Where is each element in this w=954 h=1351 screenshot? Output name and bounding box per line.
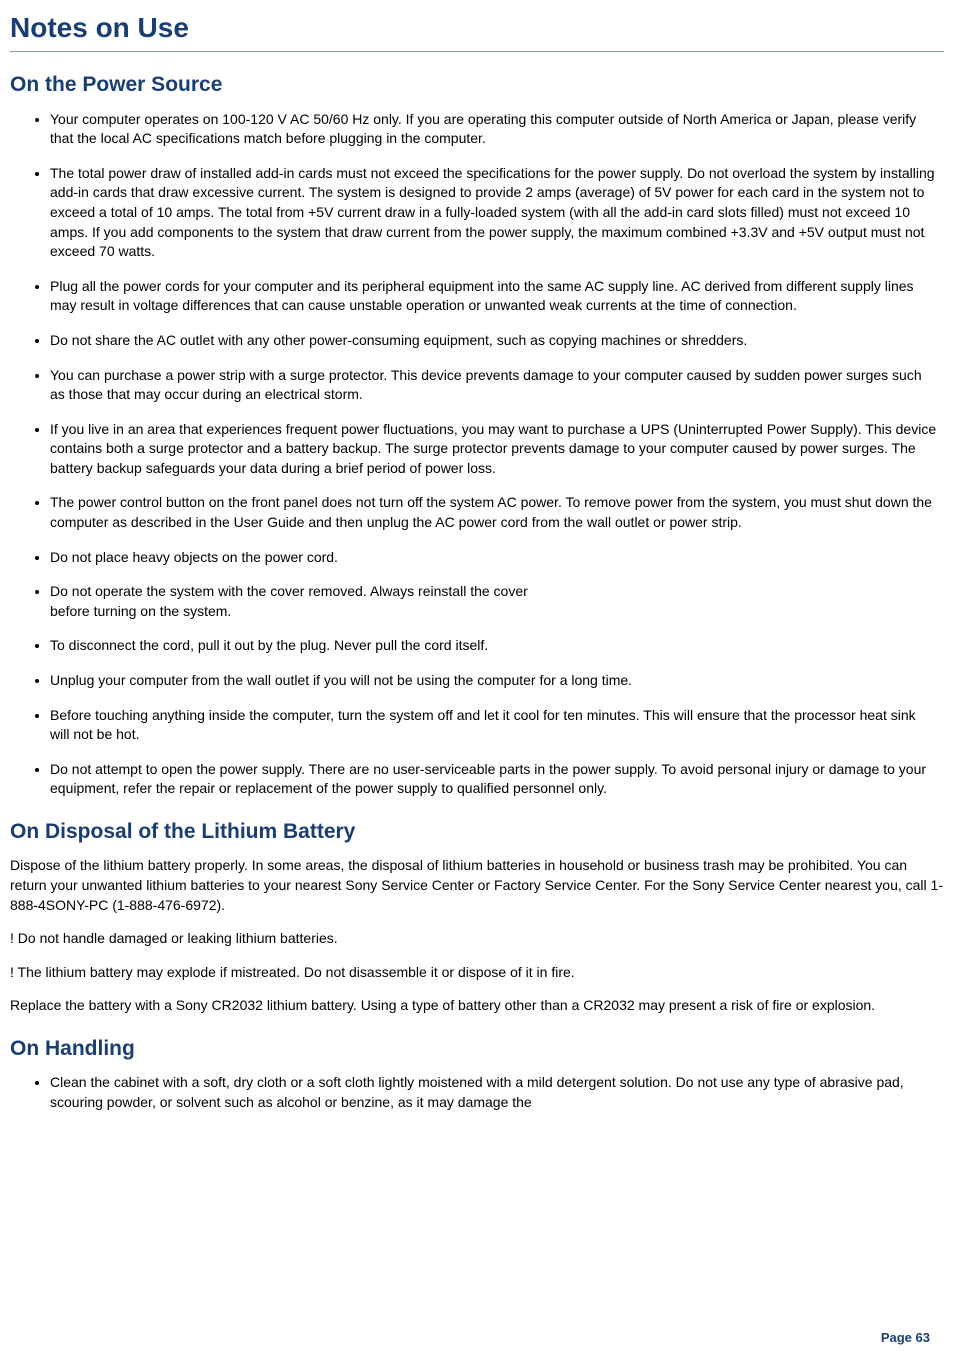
list-item: Do not share the AC outlet with any othe… [50, 331, 944, 351]
list-item: Unplug your computer from the wall outle… [50, 671, 944, 691]
paragraph: ! The lithium battery may explode if mis… [10, 963, 630, 983]
list-item: If you live in an area that experiences … [50, 420, 944, 479]
section-heading-lithium: On Disposal of the Lithium Battery [10, 817, 944, 846]
paragraph: ! Do not handle damaged or leaking lithi… [10, 929, 944, 949]
page-title: Notes on Use [10, 8, 944, 47]
list-item: Clean the cabinet with a soft, dry cloth… [50, 1073, 944, 1112]
list-item: To disconnect the cord, pull it out by t… [50, 636, 576, 656]
paragraph: Dispose of the lithium battery properly.… [10, 856, 944, 915]
list-item: Do not attempt to open the power supply.… [50, 760, 944, 799]
list-item: The power control button on the front pa… [50, 493, 944, 532]
section-heading-power: On the Power Source [10, 70, 944, 99]
list-item: Do not place heavy objects on the power … [50, 548, 944, 568]
title-divider [10, 51, 944, 52]
list-item: Plug all the power cords for your comput… [50, 277, 944, 316]
page-container: Notes on Use On the Power Source Your co… [10, 8, 944, 1343]
list-item: Your computer operates on 100-120 V AC 5… [50, 110, 944, 149]
handling-list: Clean the cabinet with a soft, dry cloth… [10, 1073, 944, 1112]
paragraph: Replace the battery with a Sony CR2032 l… [10, 996, 944, 1016]
power-list: Your computer operates on 100-120 V AC 5… [10, 110, 944, 799]
list-item: You can purchase a power strip with a su… [50, 366, 944, 405]
list-item: Before touching anything inside the comp… [50, 706, 944, 745]
list-item: The total power draw of installed add-in… [50, 164, 944, 262]
section-heading-handling: On Handling [10, 1034, 944, 1063]
page-number: Page 63 [881, 1329, 930, 1347]
list-item: Do not operate the system with the cover… [50, 582, 576, 621]
